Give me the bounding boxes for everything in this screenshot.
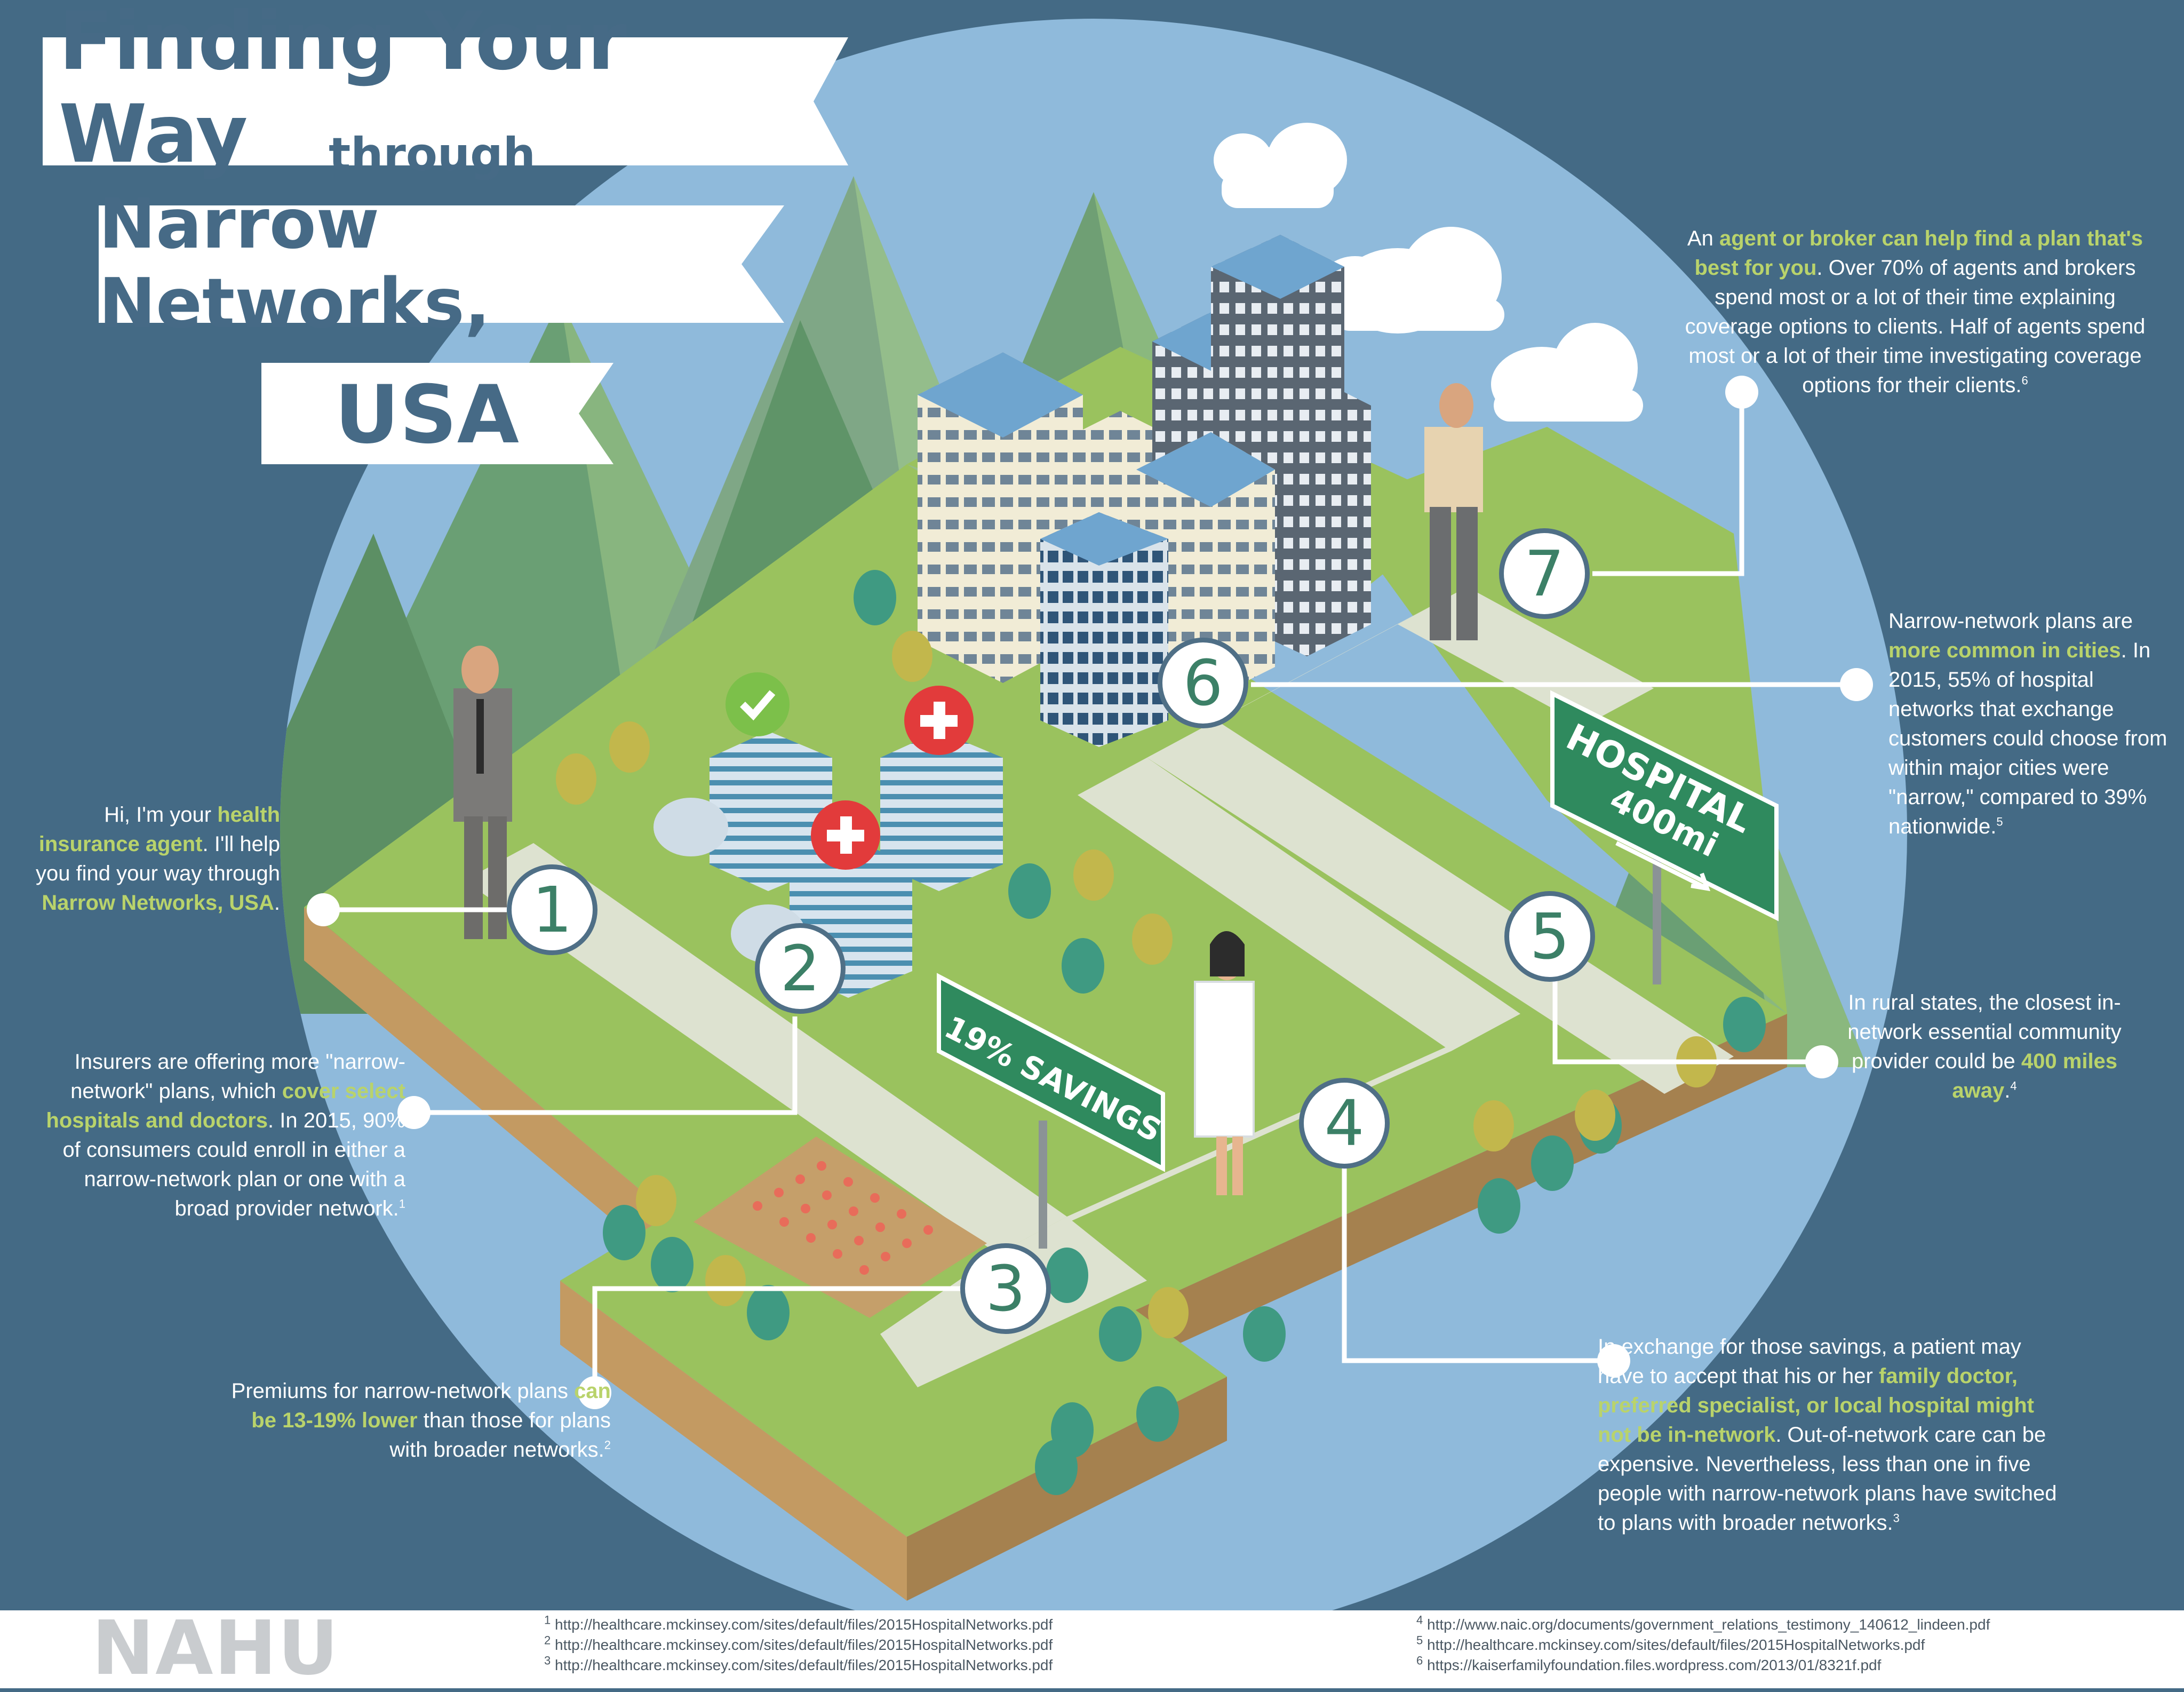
callout-dot-7 — [1725, 376, 1758, 409]
step-1-text: Hi, I'm your health insurance agent. I'l… — [35, 803, 280, 915]
step-3-marker: 3 — [960, 1243, 1051, 1334]
hospital-buildings — [653, 672, 1003, 998]
callout-dot-4 — [1597, 1344, 1630, 1377]
callout-dot-2 — [397, 1096, 431, 1129]
flower-field — [694, 1137, 987, 1318]
title-line2: through — [329, 128, 536, 181]
callout-dot-1 — [307, 893, 340, 926]
step-1-marker: 1 — [507, 864, 597, 955]
title-line3: Narrow Networks, — [99, 185, 491, 344]
hospital-sign — [1550, 690, 1779, 984]
step-6-text: Narrow-network plans are more common in … — [1888, 609, 2167, 838]
step-5-marker: 5 — [1504, 891, 1595, 982]
callout-lines — [325, 392, 1856, 1393]
reference-2[interactable]: 2 http://healthcare.mckinsey.com/sites/d… — [544, 1633, 1053, 1653]
footer — [0, 1610, 2184, 1688]
reference-6[interactable]: 6 https://kaiserfamilyfoundation.files.w… — [1416, 1654, 1882, 1673]
broker-person — [1424, 383, 1483, 640]
reference-3[interactable]: 3 http://healthcare.mckinsey.com/sites/d… — [544, 1654, 1053, 1673]
title-line4: USA — [334, 368, 519, 462]
step-4-text: In exchange for those savings, a patient… — [1598, 1335, 2057, 1535]
step-7-text: An agent or broker can help find a plan … — [1685, 227, 2146, 397]
step-4-marker: 4 — [1299, 1078, 1390, 1169]
callout-dot-3 — [578, 1376, 611, 1409]
savings-sign — [937, 973, 1165, 1249]
step-3-text: Premiums for narrow-network plans can be… — [231, 1379, 611, 1461]
nahu-logo: NAHU — [92, 1605, 340, 1692]
arrow-right-icon — [1615, 841, 1711, 892]
title-line1: Finding Your Way — [59, 0, 627, 181]
city-buildings — [918, 235, 1371, 747]
callout-dot-6 — [1840, 668, 1873, 701]
step-2-text: Insurers are offering more "narrow-netwo… — [46, 1050, 405, 1220]
trees — [556, 570, 1766, 1495]
reference-1[interactable]: 1 http://healthcare.mckinsey.com/sites/d… — [544, 1613, 1053, 1633]
island-top — [304, 464, 1787, 1414]
step-2-marker: 2 — [755, 923, 846, 1014]
doctor-person — [1194, 931, 1255, 1195]
reference-4[interactable]: 4 http://www.naic.org/documents/governme… — [1416, 1613, 1990, 1633]
callout-dot-5 — [1805, 1045, 1838, 1078]
step-5-text: In rural states, the closest in-network … — [1847, 991, 2122, 1102]
reference-5[interactable]: 5 http://healthcare.mckinsey.com/sites/d… — [1416, 1633, 1925, 1653]
step-6-marker: 6 — [1158, 638, 1248, 728]
agent-person — [453, 646, 512, 939]
step-7-marker: 7 — [1499, 528, 1590, 619]
